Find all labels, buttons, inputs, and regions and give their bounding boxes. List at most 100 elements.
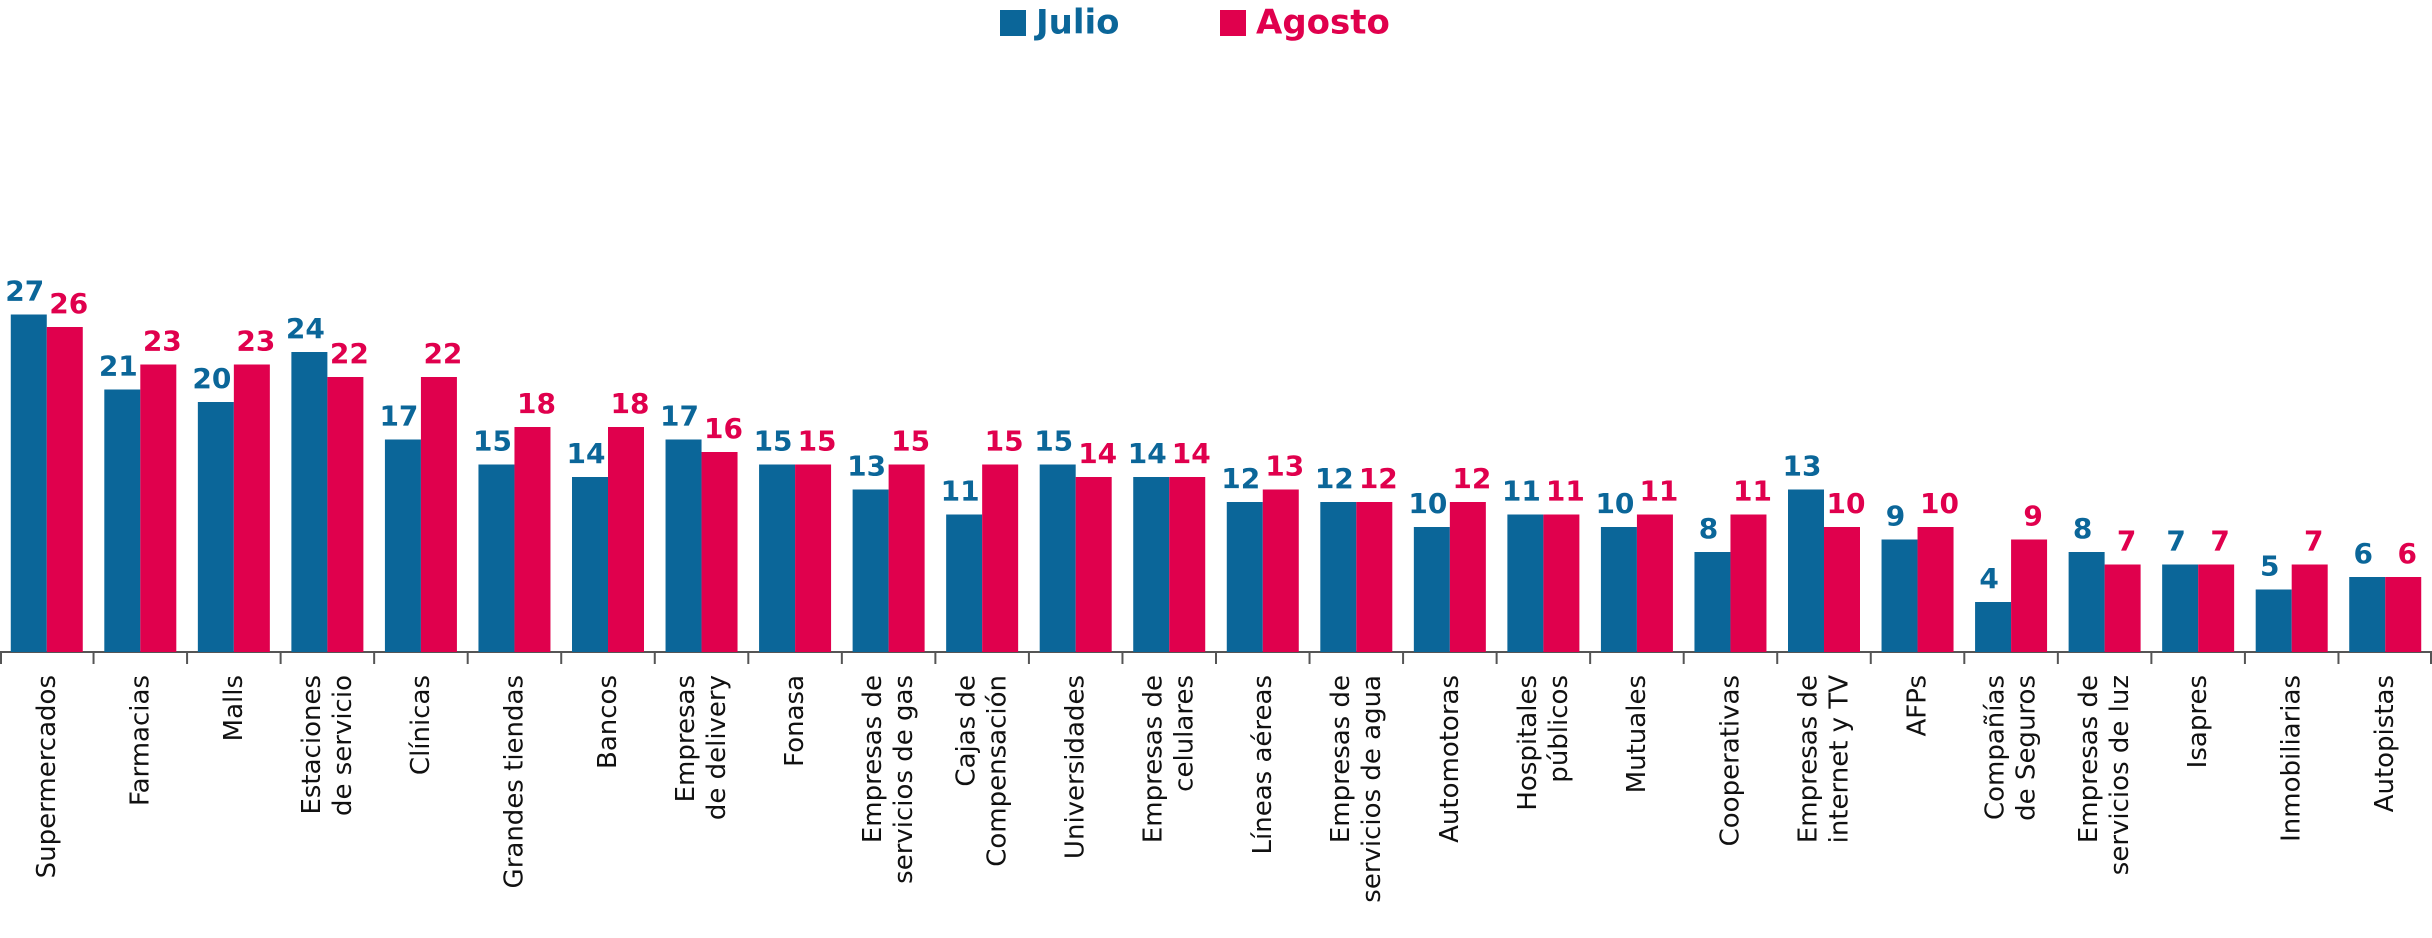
- bar: [1975, 602, 2012, 652]
- bar: [1881, 539, 1918, 652]
- bar: [140, 364, 177, 652]
- data-label: 17: [379, 400, 418, 433]
- bar: [197, 402, 234, 652]
- data-label: 22: [423, 337, 462, 370]
- data-label: 10: [1920, 487, 1959, 520]
- bar: [1413, 527, 1450, 652]
- bar: [514, 427, 551, 652]
- x-tick-label: Empresasde delivery: [671, 675, 732, 820]
- data-label: 12: [1221, 462, 1260, 495]
- bar: [1694, 552, 1731, 652]
- bar: [1039, 464, 1076, 652]
- x-tick-label: Automotoras: [1434, 675, 1464, 843]
- bar: [2068, 552, 2105, 652]
- bar: [1917, 527, 1954, 652]
- bar: [608, 427, 644, 652]
- data-label: 13: [1265, 450, 1304, 483]
- x-tick-label: Compañíasde Seguros: [1980, 675, 2041, 821]
- data-label: 5: [2260, 550, 2279, 583]
- x-tick-label: Empresas deinternet y TV: [1793, 675, 1854, 844]
- data-label: 15: [473, 425, 512, 458]
- data-label: 8: [1699, 512, 1718, 545]
- data-label: 12: [1359, 462, 1398, 495]
- x-tick-label: Inmobiliarias: [2276, 675, 2306, 842]
- data-label: 11: [1502, 475, 1541, 508]
- data-label: 7: [2304, 525, 2323, 558]
- data-label: 15: [798, 425, 837, 458]
- bar: [1262, 489, 1299, 652]
- data-label: 14: [1078, 437, 1117, 470]
- bar: [1356, 502, 1393, 652]
- data-label: 6: [2397, 537, 2416, 570]
- bar: [420, 377, 457, 652]
- data-label: 18: [611, 387, 650, 420]
- data-label: 16: [704, 412, 743, 445]
- bar: [1226, 502, 1263, 652]
- x-tick-label: Supermercados: [31, 675, 61, 878]
- data-label: 20: [192, 362, 231, 395]
- bar: [233, 364, 270, 652]
- x-tick-label: Universidades: [1060, 675, 1090, 859]
- data-label: 11: [941, 475, 980, 508]
- bar: [572, 477, 608, 652]
- bar: [104, 389, 141, 652]
- bar: [665, 439, 702, 652]
- legend-label: Julio: [1034, 3, 1120, 43]
- data-label: 10: [1595, 487, 1634, 520]
- x-tick-label: Mutuales: [1621, 675, 1651, 793]
- x-tick-label: Empresas decelulares: [1138, 675, 1199, 843]
- x-tick-label: Bancos: [593, 675, 623, 769]
- x-tick-label: Líneas aéreas: [1247, 675, 1277, 854]
- x-tick-label: Empresas deservicios de gas: [858, 675, 919, 884]
- data-label: 15: [891, 425, 930, 458]
- data-label: 14: [1172, 437, 1211, 470]
- data-label: 11: [1546, 475, 1585, 508]
- data-label: 23: [236, 325, 275, 358]
- x-tick-label: Isapres: [2183, 675, 2213, 768]
- x-tick-label: AFPs: [1902, 675, 1932, 737]
- data-label: 11: [1733, 475, 1772, 508]
- data-label: 14: [1128, 437, 1167, 470]
- bar: [384, 439, 421, 652]
- bar: [1600, 527, 1637, 652]
- data-label: 9: [1886, 500, 1905, 533]
- bar: [946, 514, 983, 652]
- x-tick-label: Grandes tiendas: [499, 675, 529, 888]
- data-label: 10: [1827, 487, 1866, 520]
- x-tick-label: Fonasa: [780, 675, 810, 767]
- bar: [1075, 477, 1112, 652]
- data-label: 18: [517, 387, 556, 420]
- x-tick-label: Malls: [218, 675, 248, 741]
- bar: [1788, 489, 1824, 652]
- x-tick-label: Empresas deservicios de luz: [2074, 675, 2135, 875]
- bar: [888, 464, 925, 652]
- bar: [1636, 514, 1673, 652]
- data-label: 7: [2210, 525, 2229, 558]
- bar: [327, 377, 364, 652]
- data-label: 10: [1408, 487, 1447, 520]
- data-label: 8: [2073, 512, 2092, 545]
- data-label: 13: [1783, 450, 1822, 483]
- data-label: 12: [1452, 462, 1491, 495]
- data-label: 12: [1315, 462, 1354, 495]
- bar: [2162, 564, 2199, 652]
- legend-label: Agosto: [1256, 3, 1390, 43]
- bar: [2104, 564, 2141, 652]
- data-label: 26: [49, 287, 88, 320]
- bar: [852, 489, 889, 652]
- x-tick-label: Estacionesde servicio: [296, 675, 357, 816]
- bar: [10, 314, 47, 652]
- data-label: 6: [2353, 537, 2372, 570]
- bar: [795, 464, 832, 652]
- x-tick-label: Clínicas: [405, 675, 435, 775]
- bar: [2011, 539, 2048, 652]
- data-label: 22: [330, 337, 369, 370]
- data-label: 17: [660, 400, 699, 433]
- data-label: 27: [5, 275, 44, 308]
- bar: [2255, 589, 2292, 652]
- bar: [1169, 477, 1206, 652]
- bar: [1730, 514, 1767, 652]
- bar: [2291, 564, 2328, 652]
- x-tick-label: Cajas deCompensación: [951, 675, 1012, 867]
